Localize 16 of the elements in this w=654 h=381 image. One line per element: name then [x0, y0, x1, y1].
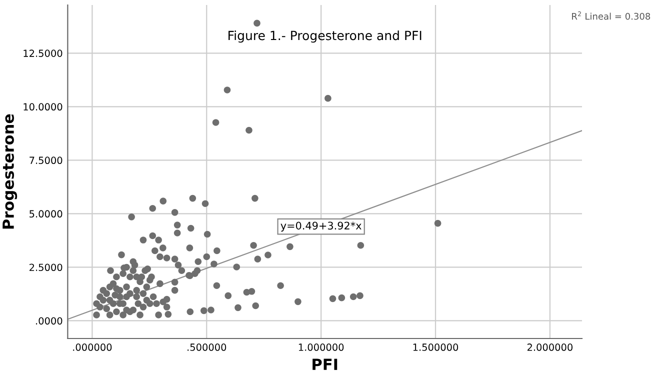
annotation: y=0.49+3.92*x — [280, 222, 362, 232]
x-tick-label: .500000 — [188, 344, 226, 351]
x-axis-title: PFI — [312, 358, 338, 370]
annotation: R$^{2}$ Lineal = 0.308 — [572, 11, 650, 20]
x-tick-label: 1.500000 — [413, 344, 458, 351]
y-tick-label: 10.0000 — [24, 103, 62, 111]
y-tick-label: .0000 — [36, 317, 62, 325]
y-axis-title: Progesterone — [2, 114, 18, 229]
text: Figure 1.- Progesterone and PFI — [228, 30, 422, 43]
y-tick-label: 5.0000 — [30, 210, 62, 218]
x-tick-label: 2.000000 — [527, 344, 573, 351]
y-tick-label: 7.5000 — [30, 156, 62, 164]
x-tick-label: 1.000000 — [298, 344, 344, 351]
y-tick-label: 2.5000 — [30, 264, 62, 272]
x-tick-label: .000000 — [73, 344, 112, 351]
y-tick-label: 12.5000 — [24, 50, 62, 57]
